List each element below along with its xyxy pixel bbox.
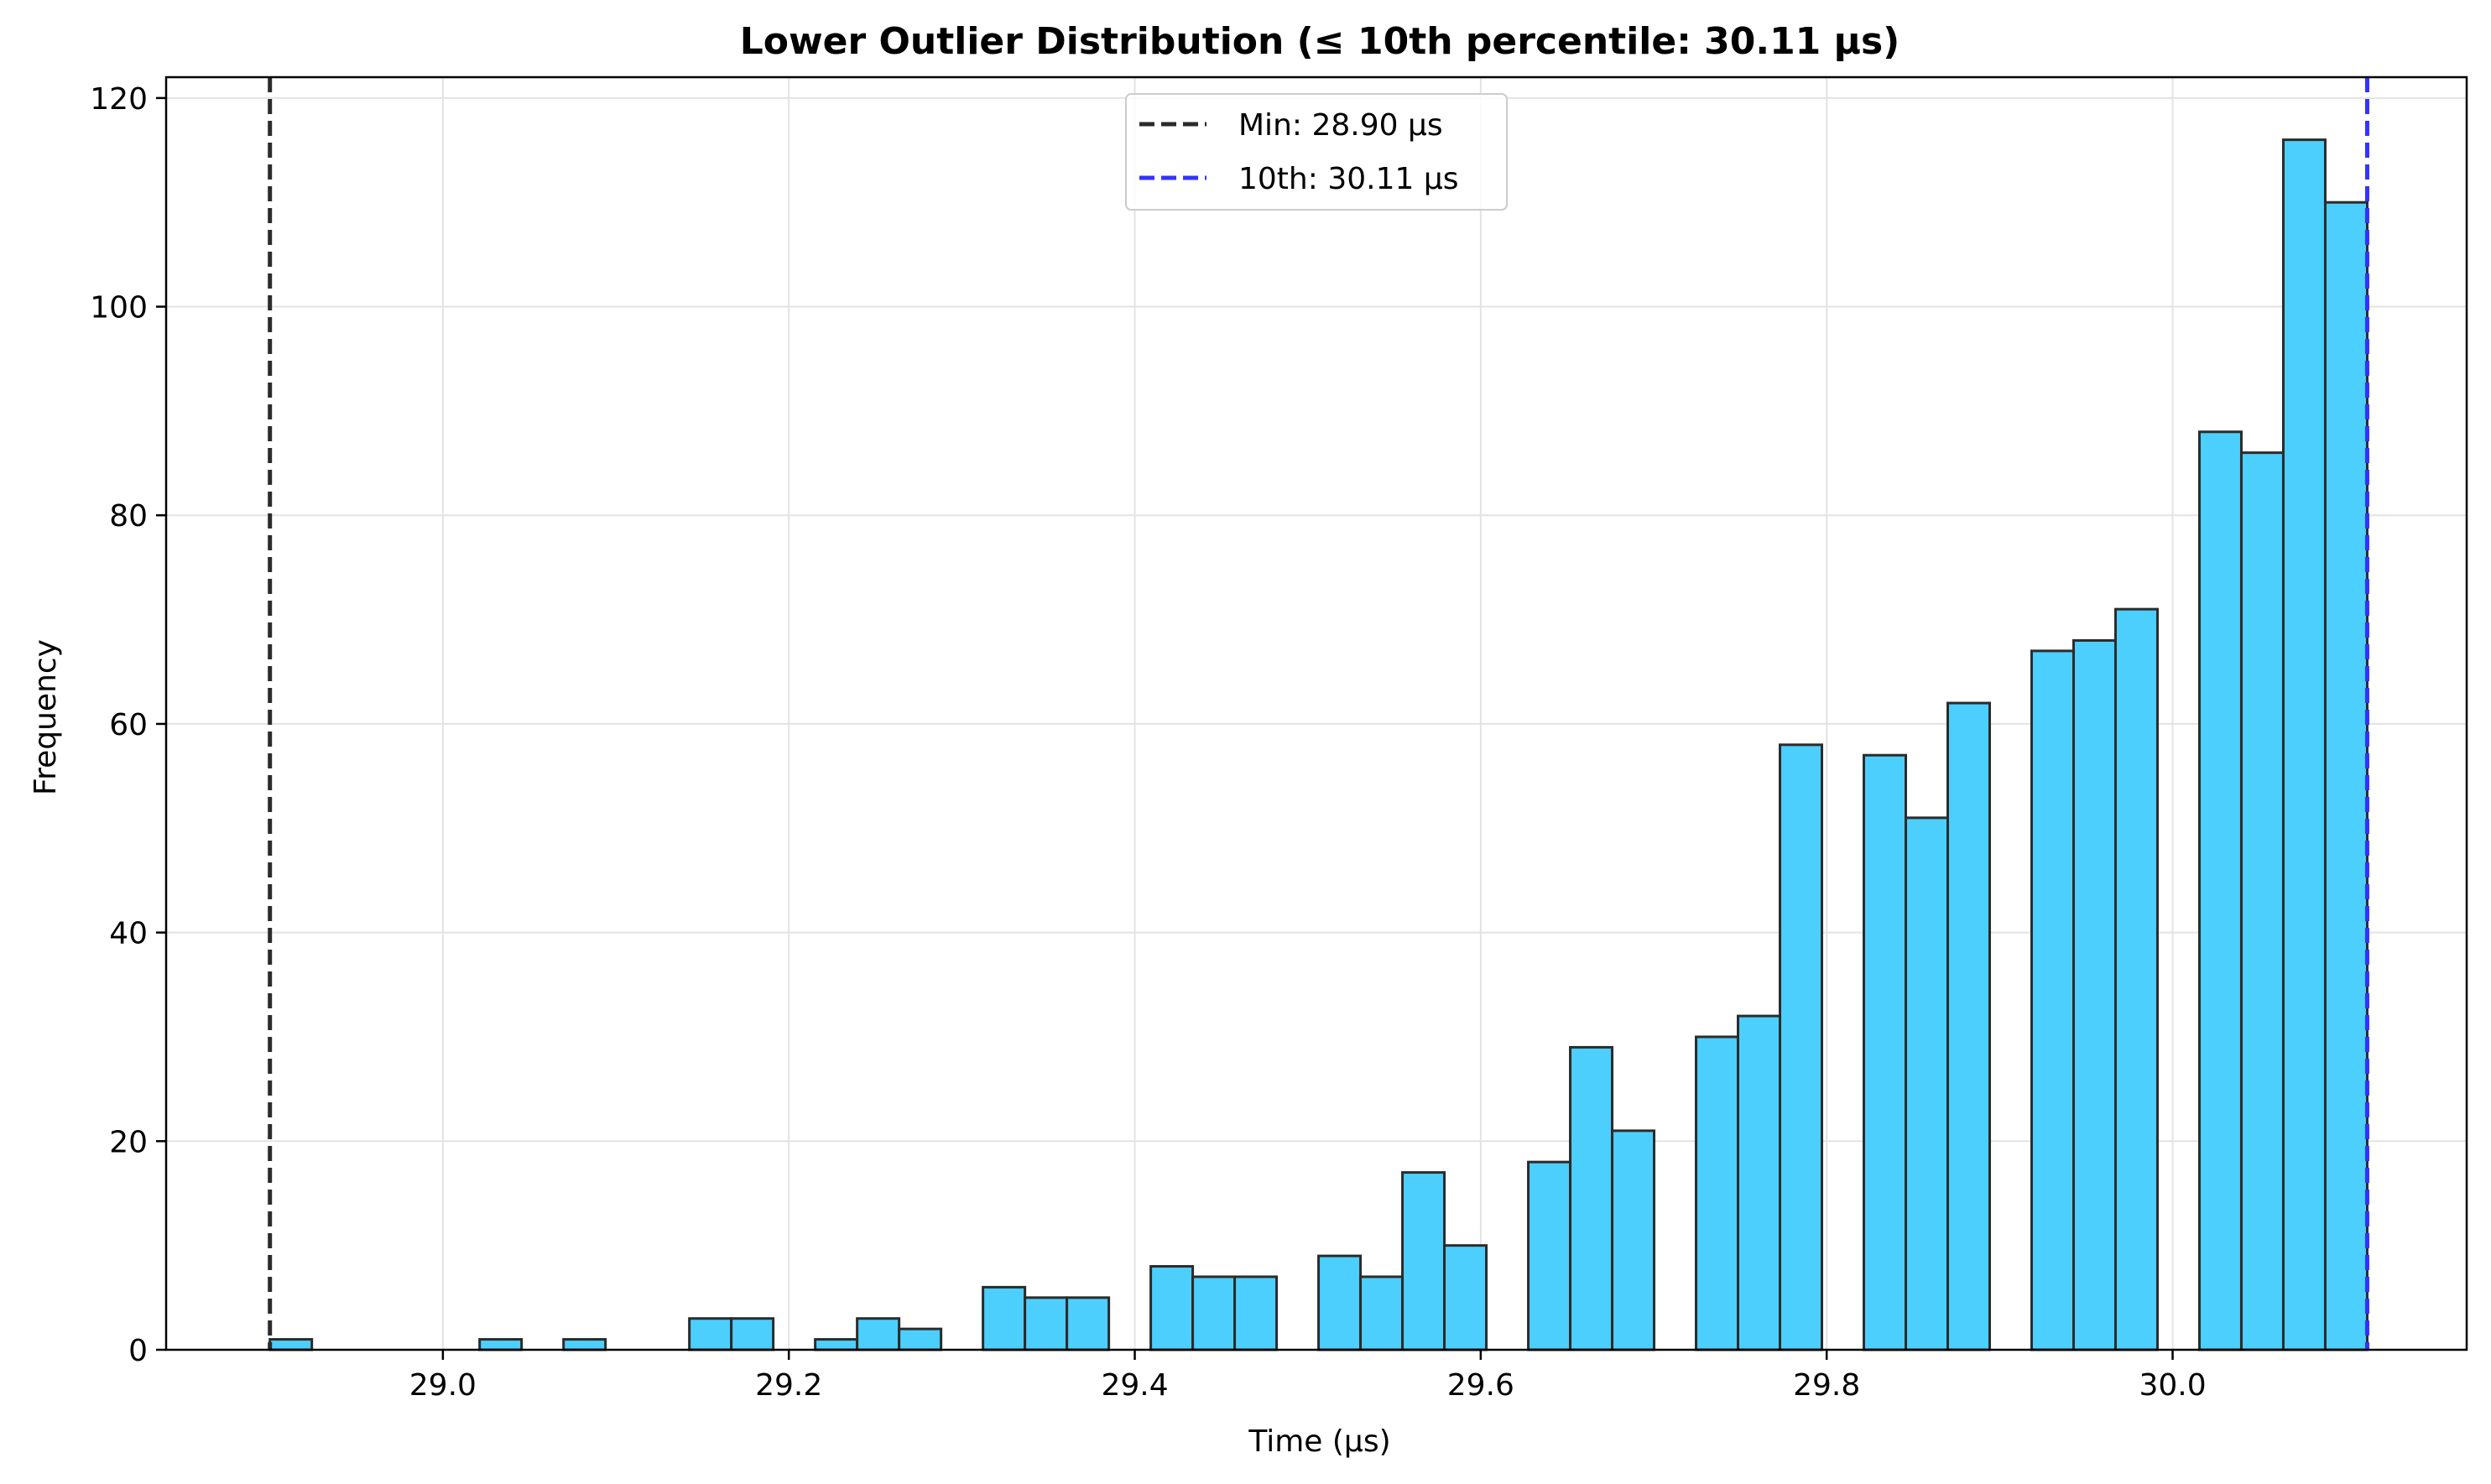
histogram-bar-11	[730, 1317, 775, 1351]
histogram-bar-32	[1611, 1129, 1656, 1351]
histogram-bar-38	[1863, 753, 1908, 1351]
chart-title: Lower Outlier Distribution (≤ 10th perce…	[740, 20, 1900, 63]
histogram-bar-10	[688, 1317, 733, 1351]
reference-lines	[268, 77, 2369, 1350]
legend-label-10th: 10th: 30.11 µs	[1238, 162, 1458, 196]
x-tick-label-4: 29.8	[1793, 1368, 1860, 1403]
legend-box	[1125, 93, 1508, 211]
legend: Min: 28.90 µs 10th: 30.11 µs	[1125, 93, 1508, 211]
x-tick-label-2: 29.4	[1101, 1368, 1168, 1403]
plot-frame	[164, 76, 2468, 1351]
y-tick-label-1: 20	[109, 1125, 148, 1159]
y-tick-label-2: 40	[109, 917, 148, 951]
histogram-bars	[268, 138, 2369, 1351]
histogram-bar-26	[1359, 1275, 1404, 1351]
x-tick-label-5: 30.0	[2139, 1368, 2206, 1403]
histogram-bar-43	[2071, 638, 2117, 1351]
histogram-bar-31	[1569, 1045, 1614, 1351]
y-tick-label-0: 0	[128, 1334, 148, 1368]
histogram-bar-27	[1401, 1171, 1446, 1351]
histogram-bar-36	[1779, 743, 1824, 1351]
histogram-bar-46	[2197, 430, 2243, 1351]
y-axis-ticks: 0 20 40 60 80 100 120	[90, 82, 166, 1368]
histogram-bar-42	[2030, 649, 2075, 1351]
x-tick-label-3: 29.6	[1447, 1368, 1514, 1403]
histogram-bar-25	[1317, 1254, 1363, 1351]
histogram-bar-17	[982, 1285, 1027, 1351]
x-axis-ticks: 29.0 29.2 29.4 29.6 29.8 30.0	[409, 1350, 2207, 1403]
histogram-bar-47	[2239, 451, 2285, 1351]
histogram-bar-44	[2113, 607, 2159, 1351]
x-tick-label-1: 29.2	[755, 1368, 822, 1403]
histogram-bar-39	[1905, 816, 1950, 1351]
histogram-bar-21	[1149, 1265, 1195, 1351]
histogram-bar-35	[1737, 1014, 1782, 1351]
y-tick-label-3: 60	[109, 708, 148, 742]
histogram-bar-5	[478, 1338, 524, 1351]
histogram-bar-48	[2281, 138, 2327, 1351]
histogram-bar-34	[1695, 1035, 1740, 1351]
x-axis-label: Time (µs)	[1248, 1424, 1390, 1459]
histogram-bar-0	[268, 1338, 314, 1351]
histogram-bar-49	[2323, 200, 2369, 1351]
y-axis-label: Frequency	[29, 639, 63, 795]
histogram-bar-30	[1527, 1160, 1572, 1351]
legend-label-min: Min: 28.90 µs	[1238, 108, 1443, 143]
histogram-bar-15	[898, 1327, 943, 1351]
y-tick-label-4: 80	[109, 499, 148, 534]
x-tick-label-0: 29.0	[409, 1368, 477, 1403]
histogram-bar-40	[1946, 701, 1991, 1351]
histogram-bar-22	[1191, 1275, 1237, 1351]
histogram-bar-28	[1443, 1244, 1488, 1351]
histogram-bar-19	[1066, 1296, 1111, 1351]
y-tick-label-5: 100	[90, 291, 148, 325]
histogram-bar-13	[814, 1338, 859, 1351]
histogram-bar-23	[1233, 1275, 1279, 1351]
histogram-bar-14	[856, 1317, 901, 1351]
histogram-bar-18	[1024, 1296, 1069, 1351]
histogram-bar-7	[562, 1338, 607, 1351]
y-tick-label-6: 120	[90, 82, 148, 117]
